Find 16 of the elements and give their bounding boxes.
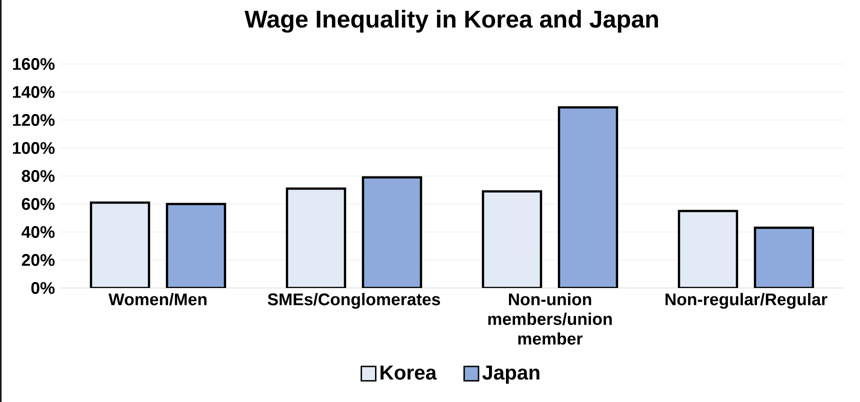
y-tick-label: 20% [22, 254, 55, 266]
y-tick-label: 160% [12, 58, 55, 70]
y-tick-label: 40% [22, 226, 55, 238]
x-tick-label: Women/Men [108, 292, 206, 306]
y-tick-label: 60% [22, 198, 55, 210]
y-tick-label: 0% [31, 282, 55, 294]
x-tick-label: SMEs/Conglomerates [268, 292, 440, 309]
y-tick-label: 100% [12, 142, 55, 154]
y-tick-label: 80% [22, 170, 55, 182]
legend-label: Japan [482, 366, 540, 384]
x-tick-label: Non-union members/union member [488, 292, 612, 345]
y-tick-label: 140% [12, 86, 55, 98]
chart-title: Wage Inequality in Korea and Japan [244, 10, 658, 33]
x-tick-label: Non-regular/Regular [666, 292, 828, 309]
legend-label: Korea [380, 366, 437, 380]
y-tick-label: 120% [12, 114, 55, 126]
